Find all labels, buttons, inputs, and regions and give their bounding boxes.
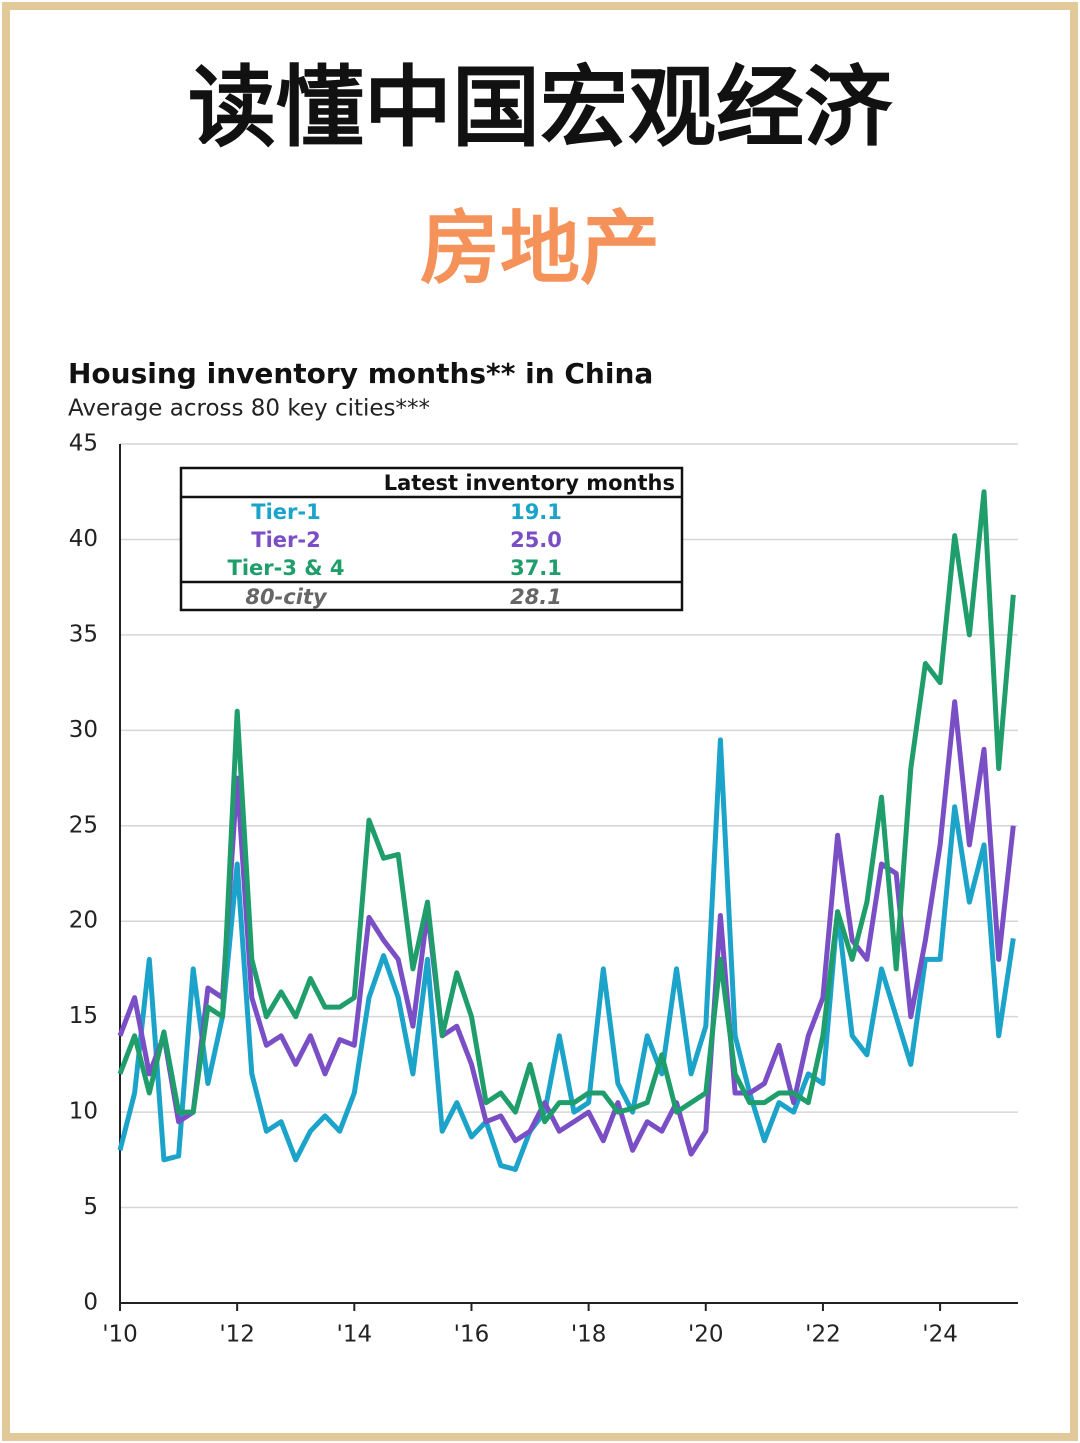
series-line (117, 737, 1016, 1172)
x-tick-label: '22 (805, 1322, 841, 1348)
x-tick-label: '14 (337, 1322, 373, 1348)
y-tick-label: 5 (83, 1194, 98, 1220)
y-tick-label: 0 (83, 1290, 98, 1316)
chart-subtitle: Average across 80 key cities*** (68, 396, 430, 422)
poster-subtitle: 房地产 (420, 202, 660, 295)
y-tick-label: 35 (69, 621, 98, 647)
table-value: 25.0 (510, 528, 562, 552)
table-name: Tier-1 (251, 500, 320, 524)
y-tick-label: 10 (69, 1099, 98, 1125)
y-tick-label: 45 (69, 431, 98, 457)
x-tick-label: '10 (102, 1322, 138, 1348)
table-header: Latest inventory months (384, 471, 675, 495)
y-tick-label: 15 (69, 1003, 98, 1029)
table-name: Tier-2 (251, 528, 320, 552)
y-tick-label: 20 (69, 908, 98, 934)
table-name: Tier-3 & 4 (228, 556, 345, 580)
x-tick-label: '12 (219, 1322, 255, 1348)
chart-title: Housing inventory months** in China (68, 357, 653, 390)
x-tick-label: '24 (922, 1322, 958, 1348)
table-name: 80-city (245, 585, 328, 609)
x-tick-label: '20 (688, 1322, 724, 1348)
y-tick-label: 25 (69, 812, 98, 838)
x-tick-label: '16 (454, 1322, 490, 1348)
series-line (117, 699, 1016, 1157)
table-value: 28.1 (510, 585, 562, 609)
series-line (117, 489, 1016, 1125)
inset-table (179, 466, 684, 612)
poster-title: 读懂中国宏观经济 (188, 56, 893, 159)
y-tick-label: 40 (69, 526, 98, 552)
table-value: 19.1 (510, 500, 562, 524)
table-value: 37.1 (510, 556, 562, 580)
x-tick-label: '18 (571, 1322, 607, 1348)
y-tick-label: 30 (69, 717, 98, 743)
